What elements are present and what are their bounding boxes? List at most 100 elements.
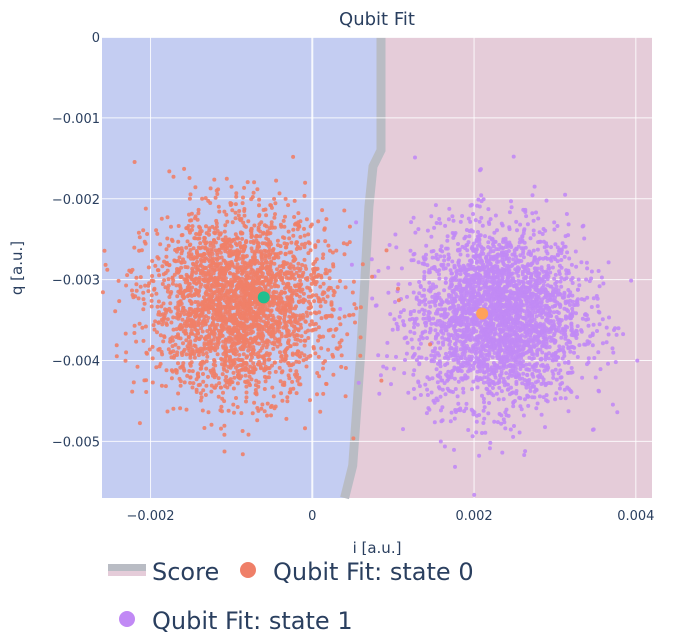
data-point bbox=[242, 248, 246, 252]
data-point bbox=[525, 379, 530, 383]
data-point bbox=[509, 311, 514, 316]
data-point bbox=[233, 294, 238, 299]
data-point bbox=[260, 274, 265, 279]
data-point bbox=[257, 214, 261, 218]
data-point bbox=[434, 396, 439, 401]
data-point bbox=[417, 355, 422, 360]
data-point bbox=[524, 214, 529, 219]
data-point bbox=[235, 381, 240, 386]
data-point bbox=[386, 265, 391, 270]
data-point bbox=[426, 309, 431, 314]
data-point bbox=[534, 304, 539, 309]
data-point bbox=[468, 368, 473, 373]
data-point bbox=[496, 247, 501, 252]
data-point bbox=[576, 277, 581, 282]
data-point bbox=[579, 260, 584, 265]
data-point bbox=[204, 366, 209, 371]
data-point bbox=[517, 348, 522, 353]
data-point bbox=[358, 335, 363, 340]
data-point bbox=[590, 343, 595, 348]
data-point bbox=[526, 309, 531, 314]
data-point bbox=[514, 219, 519, 224]
data-point bbox=[165, 317, 170, 322]
data-point bbox=[207, 232, 211, 237]
data-point bbox=[282, 241, 287, 246]
data-point bbox=[583, 312, 588, 317]
data-point bbox=[354, 220, 359, 225]
data-point bbox=[301, 291, 306, 296]
data-point bbox=[458, 406, 463, 411]
data-point bbox=[559, 258, 564, 262]
data-point bbox=[435, 373, 440, 378]
data-point bbox=[335, 285, 340, 290]
data-point bbox=[495, 302, 500, 307]
data-point bbox=[508, 322, 513, 327]
data-point bbox=[433, 267, 438, 272]
data-point bbox=[114, 354, 119, 359]
data-point bbox=[193, 344, 198, 349]
data-point bbox=[502, 359, 507, 364]
data-point bbox=[483, 348, 488, 353]
data-point bbox=[141, 290, 146, 295]
data-point bbox=[296, 261, 301, 266]
data-point bbox=[192, 314, 197, 319]
data-point bbox=[331, 334, 336, 339]
data-point bbox=[267, 244, 272, 249]
data-point bbox=[524, 315, 529, 320]
data-point bbox=[166, 277, 171, 282]
data-point bbox=[304, 364, 309, 369]
data-point bbox=[514, 370, 519, 375]
data-point bbox=[465, 328, 469, 333]
data-point bbox=[144, 390, 149, 394]
data-point bbox=[437, 276, 442, 281]
data-point bbox=[309, 273, 314, 277]
data-point bbox=[271, 394, 276, 399]
data-point bbox=[501, 260, 505, 265]
data-point bbox=[408, 248, 413, 253]
data-point bbox=[554, 355, 559, 359]
data-point bbox=[503, 350, 507, 355]
data-point bbox=[478, 335, 483, 340]
data-point bbox=[288, 368, 293, 373]
data-point bbox=[185, 239, 190, 244]
data-point bbox=[586, 317, 591, 322]
data-point bbox=[203, 196, 208, 201]
data-point bbox=[472, 492, 477, 497]
data-point bbox=[420, 307, 425, 312]
data-point bbox=[341, 241, 346, 246]
data-point bbox=[509, 199, 513, 204]
data-point bbox=[234, 191, 239, 196]
data-point bbox=[281, 281, 286, 286]
data-point bbox=[552, 331, 557, 336]
data-point bbox=[520, 381, 525, 386]
data-point bbox=[448, 283, 453, 288]
data-point bbox=[541, 227, 546, 231]
data-point bbox=[379, 378, 384, 383]
data-point bbox=[176, 239, 181, 244]
data-point bbox=[533, 266, 538, 271]
data-point bbox=[613, 360, 618, 365]
data-point bbox=[250, 411, 255, 416]
data-point bbox=[265, 401, 270, 406]
data-point bbox=[224, 176, 229, 181]
data-point bbox=[434, 221, 439, 225]
data-point bbox=[440, 335, 445, 340]
data-point bbox=[200, 306, 205, 311]
data-point bbox=[294, 342, 299, 347]
data-point bbox=[507, 210, 512, 215]
data-point bbox=[215, 192, 220, 196]
data-point bbox=[526, 337, 531, 342]
data-point bbox=[529, 272, 534, 277]
data-point bbox=[257, 341, 262, 346]
data-point bbox=[212, 326, 217, 331]
data-point bbox=[456, 303, 461, 308]
data-point bbox=[491, 240, 496, 244]
data-point bbox=[450, 305, 455, 310]
data-point bbox=[536, 309, 540, 314]
data-point bbox=[404, 351, 409, 356]
data-point bbox=[505, 309, 510, 314]
data-point bbox=[450, 271, 454, 276]
data-point bbox=[491, 380, 496, 385]
data-point bbox=[483, 282, 488, 286]
data-point bbox=[197, 279, 201, 284]
